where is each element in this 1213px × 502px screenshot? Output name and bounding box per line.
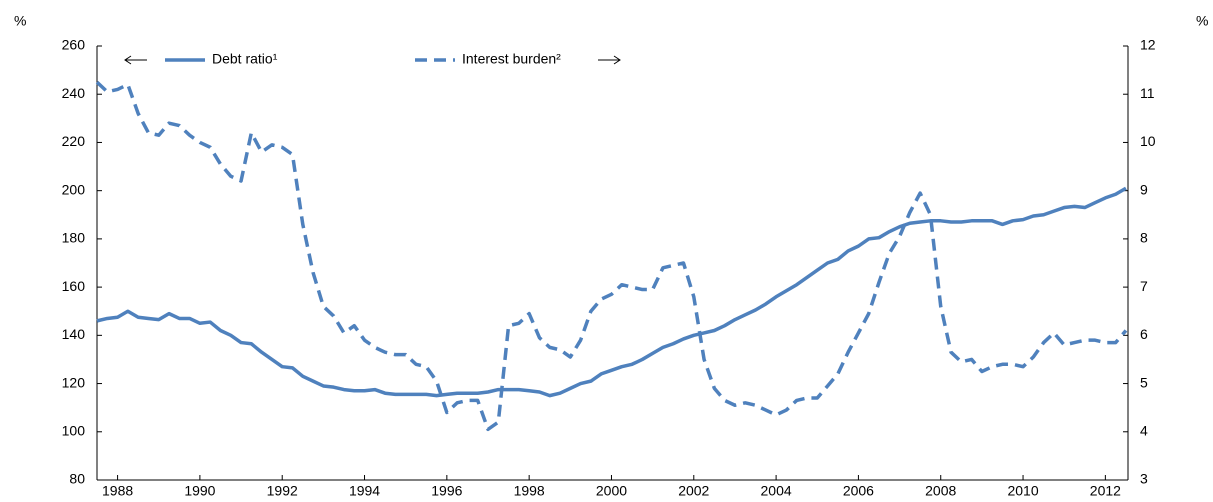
x-tick-label: 1992 xyxy=(267,483,298,497)
y2-tick-label: 4 xyxy=(1140,422,1148,438)
x-tick-label: 2004 xyxy=(761,483,792,497)
y2-tick-label: 10 xyxy=(1140,133,1156,149)
y-tick-label: 260 xyxy=(62,37,86,53)
legend-label: Interest burden² xyxy=(462,51,561,67)
y2-tick-label: 9 xyxy=(1140,181,1148,197)
left-arrow xyxy=(124,55,147,65)
y2-tick-label: 7 xyxy=(1140,278,1148,294)
x-tick-label: 2010 xyxy=(1007,483,1038,497)
y-axis-label: % xyxy=(14,13,26,29)
y-tick-label: 100 xyxy=(62,422,86,438)
x-tick-label: 2002 xyxy=(678,483,709,497)
series-line xyxy=(95,80,1128,432)
y-tick-label: 180 xyxy=(62,230,86,246)
x-tick-label: 2012 xyxy=(1090,483,1121,497)
y-tick-label: 160 xyxy=(62,278,86,294)
x-tick-label: 2006 xyxy=(843,483,874,497)
y2-tick-label: 8 xyxy=(1140,230,1148,246)
x-tick-label: 1988 xyxy=(102,483,133,497)
y2-tick-label: 5 xyxy=(1140,374,1148,390)
y2-tick-label: 11 xyxy=(1140,85,1155,101)
y2-tick-label: 12 xyxy=(1140,37,1156,53)
y-tick-label: 200 xyxy=(62,181,86,197)
y-tick-label: 140 xyxy=(62,326,86,342)
x-tick-label: 1998 xyxy=(514,483,545,497)
right-arrow xyxy=(598,55,621,65)
series-line xyxy=(96,186,1127,398)
y2-tick-label: 3 xyxy=(1140,471,1148,487)
y2-tick-label: 6 xyxy=(1140,326,1148,342)
y-tick-label: 80 xyxy=(69,471,85,487)
x-tick-label: 1996 xyxy=(431,483,462,497)
x-tick-label: 1994 xyxy=(349,483,380,497)
x-tick-label: 2008 xyxy=(925,483,956,497)
x-tick-label: 2000 xyxy=(596,483,627,497)
y-tick-label: 120 xyxy=(62,374,86,390)
legend-label: Debt ratio¹ xyxy=(212,51,278,67)
y-tick-label: 220 xyxy=(62,133,86,149)
x-tick-label: 1990 xyxy=(184,483,215,497)
y-tick-label: 240 xyxy=(62,85,86,101)
legend-arrows xyxy=(124,55,621,65)
y2-axis-label: % xyxy=(1196,13,1208,29)
